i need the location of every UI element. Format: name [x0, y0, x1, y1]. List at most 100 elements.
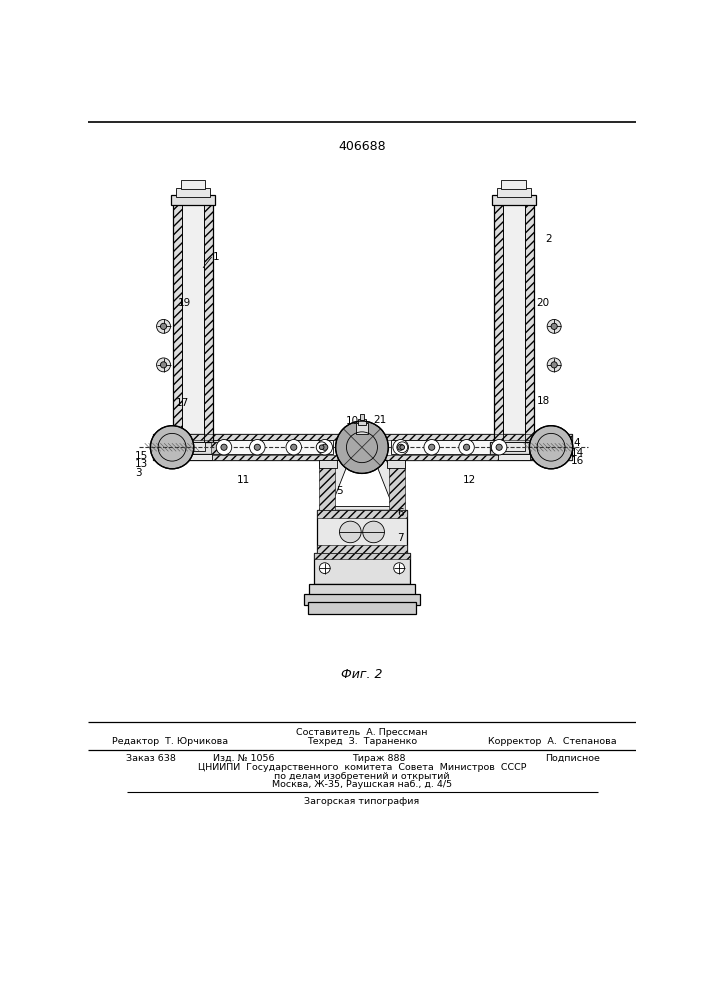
Bar	[392, 440, 498, 454]
Circle shape	[286, 440, 301, 455]
Bar	[153, 434, 572, 440]
Circle shape	[339, 521, 361, 543]
Bar	[387, 460, 404, 468]
Text: 10: 10	[346, 416, 358, 426]
Text: Москва, Ж-35, Раушская наб., д. 4/5: Москва, Ж-35, Раушская наб., д. 4/5	[272, 780, 452, 789]
Bar	[498, 454, 530, 460]
Circle shape	[464, 444, 469, 450]
Bar	[497, 188, 531, 197]
Text: 11: 11	[237, 475, 250, 485]
Text: 4: 4	[573, 438, 580, 448]
Text: 2: 2	[546, 234, 552, 244]
Text: 406688: 406688	[338, 140, 386, 153]
Text: 18: 18	[537, 396, 549, 406]
Bar	[493, 203, 534, 448]
Bar	[525, 203, 534, 448]
Circle shape	[491, 440, 507, 455]
Text: 21: 21	[373, 415, 387, 425]
Text: Загорская типография: Загорская типография	[304, 797, 419, 806]
Circle shape	[317, 440, 332, 455]
Bar	[358, 419, 366, 425]
Bar	[153, 434, 572, 460]
Polygon shape	[331, 463, 393, 507]
Bar	[213, 440, 333, 454]
Bar	[182, 203, 204, 448]
Text: Составитель  А. Прессман: Составитель А. Прессман	[296, 728, 428, 737]
Bar	[501, 180, 526, 189]
Bar	[174, 454, 212, 460]
Text: Техред  З.  Тараненко: Техред З. Тараненко	[307, 737, 417, 746]
Circle shape	[459, 440, 474, 455]
Circle shape	[221, 444, 227, 450]
Circle shape	[551, 323, 557, 329]
Text: 3: 3	[135, 468, 141, 478]
Bar	[173, 203, 182, 448]
Text: 14: 14	[571, 448, 585, 458]
Circle shape	[322, 444, 328, 450]
Bar	[180, 180, 206, 189]
Circle shape	[320, 563, 330, 574]
Bar	[211, 442, 220, 454]
Circle shape	[547, 358, 561, 372]
Text: по делам изобретений и открытий: по делам изобретений и открытий	[274, 772, 450, 781]
Circle shape	[400, 445, 404, 450]
Circle shape	[320, 445, 324, 450]
Bar	[166, 442, 175, 454]
Text: 20: 20	[537, 298, 549, 308]
Bar	[493, 203, 503, 448]
Bar	[204, 203, 213, 448]
Bar	[490, 442, 499, 454]
Text: Изд. № 1056: Изд. № 1056	[213, 754, 274, 763]
Circle shape	[250, 440, 265, 455]
Text: 5: 5	[337, 486, 343, 496]
Bar	[492, 195, 535, 205]
Text: Редактор  Т. Юрчикова: Редактор Т. Юрчикова	[112, 737, 228, 746]
Circle shape	[363, 521, 385, 543]
Circle shape	[316, 442, 327, 453]
Bar	[309, 584, 414, 597]
Bar	[503, 203, 525, 448]
Circle shape	[397, 442, 408, 453]
Bar	[314, 553, 410, 584]
Circle shape	[156, 319, 170, 333]
Bar	[320, 460, 337, 468]
Bar	[360, 414, 364, 420]
Text: 6: 6	[397, 508, 404, 518]
Bar	[314, 553, 410, 559]
Text: 12: 12	[462, 475, 476, 485]
Circle shape	[496, 444, 502, 450]
Circle shape	[255, 444, 260, 450]
Circle shape	[336, 421, 388, 473]
Bar	[153, 455, 572, 460]
Circle shape	[291, 444, 297, 450]
Bar	[389, 460, 404, 510]
Circle shape	[397, 444, 404, 450]
Circle shape	[424, 440, 440, 455]
Bar	[356, 423, 368, 434]
Circle shape	[156, 358, 170, 372]
Circle shape	[547, 319, 561, 333]
Text: 13: 13	[135, 459, 148, 469]
Text: Фиг. 2: Фиг. 2	[341, 668, 382, 681]
Circle shape	[160, 362, 167, 368]
Bar	[529, 442, 538, 454]
Bar	[166, 442, 220, 454]
Circle shape	[551, 362, 557, 368]
Circle shape	[530, 426, 573, 469]
Bar	[503, 442, 525, 451]
Bar	[173, 203, 213, 448]
Text: 15: 15	[135, 451, 148, 461]
Text: Подписное: Подписное	[545, 754, 600, 763]
Text: Корректор  А.  Степанова: Корректор А. Степанова	[488, 737, 616, 746]
Text: Заказ 638: Заказ 638	[126, 754, 175, 763]
Circle shape	[216, 440, 232, 455]
Bar	[317, 510, 407, 518]
Text: 1: 1	[212, 252, 219, 262]
Circle shape	[393, 440, 409, 455]
Text: Тираж 888: Тираж 888	[352, 754, 406, 763]
Text: 7: 7	[397, 533, 404, 543]
Text: 16: 16	[571, 456, 585, 466]
Text: ЦНИИПИ  Государственного  комитета  Совета  Министров  СССР: ЦНИИПИ Государственного комитета Совета …	[198, 763, 526, 772]
Text: 19: 19	[178, 298, 192, 308]
Polygon shape	[320, 460, 404, 510]
